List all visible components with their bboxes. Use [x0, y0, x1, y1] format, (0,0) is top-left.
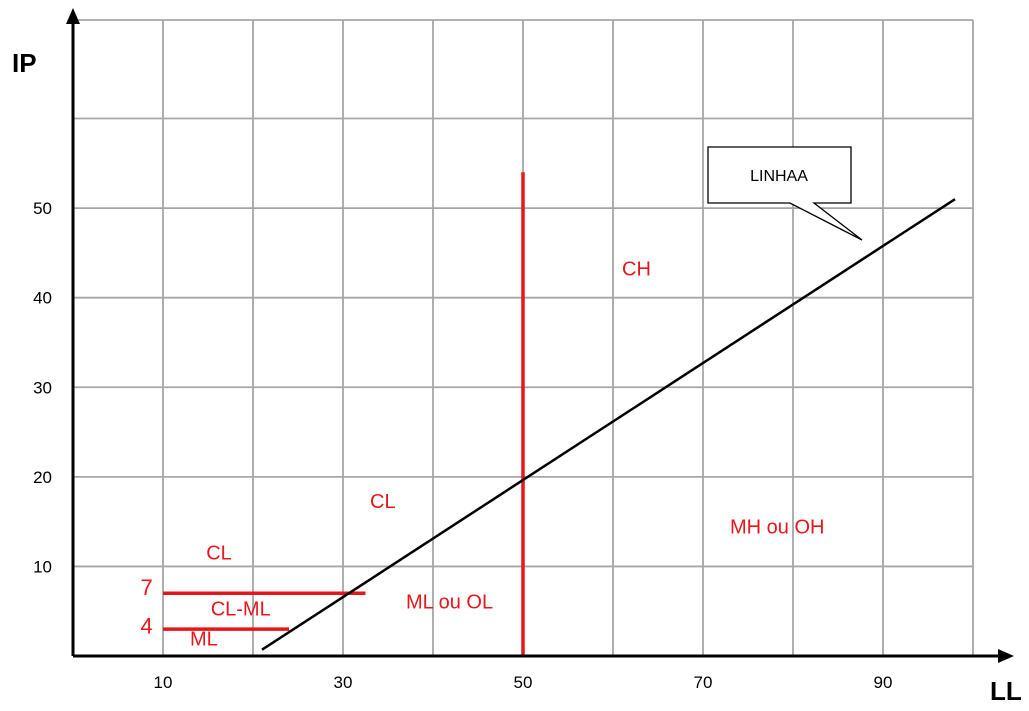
y-tick-label: 10 [33, 557, 52, 576]
y-tick-label: 40 [33, 289, 52, 308]
line-a-callout: LINHAA [707, 146, 863, 241]
callout-bubble [707, 146, 863, 241]
x-tick-label: 30 [334, 673, 353, 692]
x-tick-label: 50 [514, 673, 533, 692]
y-tick-label: 30 [33, 378, 52, 397]
zone-label: CL [370, 491, 396, 513]
zone-label: ML ou OL [406, 592, 493, 614]
x-tick-label: 90 [874, 673, 893, 692]
zone-label: MH ou OH [730, 516, 824, 538]
zone-label: ML [190, 628, 218, 650]
x-tick-label: 10 [154, 673, 173, 692]
zone-label: CL [206, 542, 232, 564]
x-axis-title: LL [990, 676, 1022, 706]
zone-label: 4 [141, 614, 153, 639]
callout-label: LINHAA [750, 168, 808, 185]
zone-label: CH [622, 258, 651, 280]
y-axis-title: IP [12, 48, 37, 78]
y-tick-label: 50 [33, 199, 52, 218]
zone-labels: CH CL CL CL-ML ML ML ou OL MH ou OH 7 4 [141, 258, 825, 650]
boundaries [163, 172, 525, 656]
x-tick-label: 70 [694, 673, 713, 692]
zone-label: 7 [141, 575, 153, 600]
series-line-a [261, 198, 956, 651]
y-axis-arrow-icon [66, 8, 80, 24]
x-axis-arrow-icon [998, 649, 1014, 663]
tick-labels: 10 30 50 70 90 10 20 30 40 50 [33, 199, 892, 692]
zone-label: CL-ML [211, 599, 271, 621]
series [261, 198, 956, 651]
y-tick-label: 20 [33, 468, 52, 487]
